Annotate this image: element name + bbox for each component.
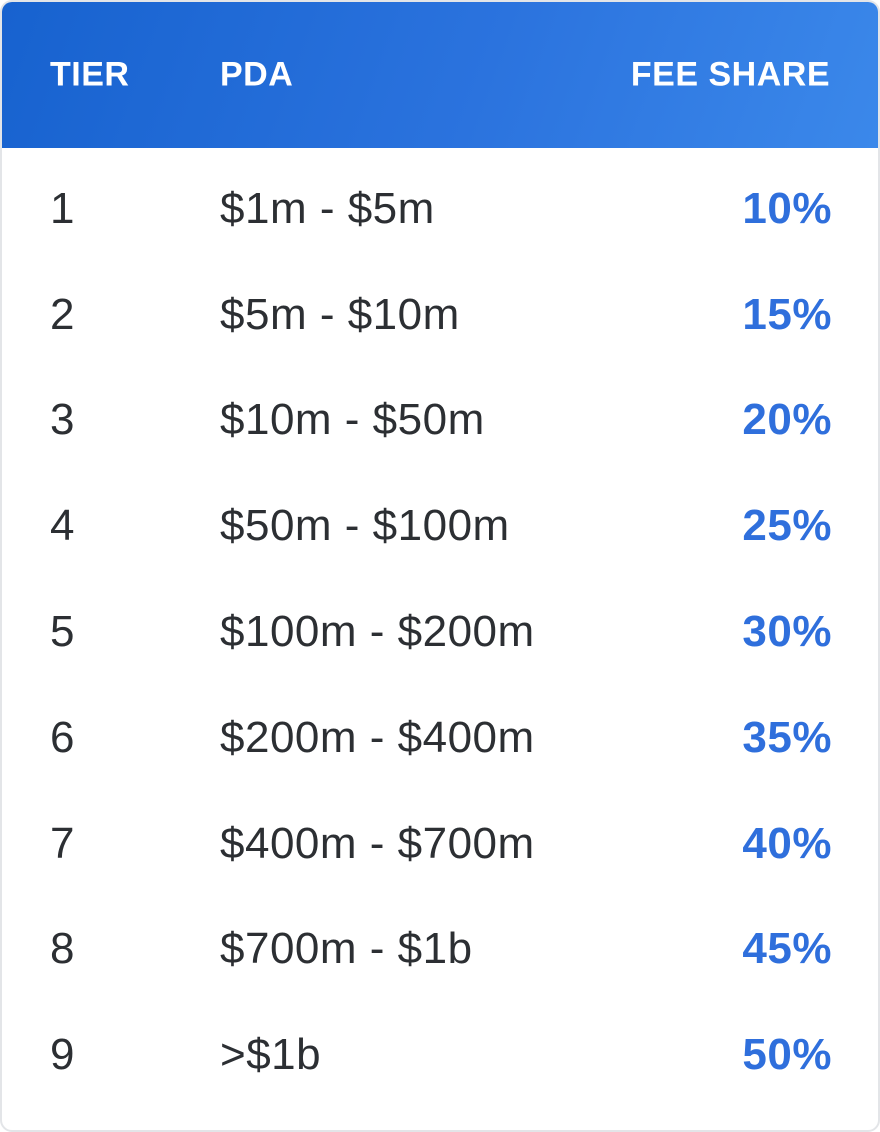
fee-share-cell: 30% [742,607,832,657]
pda-cell: $10m - $50m [220,395,485,445]
table-row: 6 $200m - $400m 35% [2,685,878,791]
tier-cell: 5 [50,607,75,657]
fee-share-cell: 20% [742,395,832,445]
fee-share-cell: 35% [742,712,832,762]
tier-cell: 8 [50,924,75,974]
tier-cell: 4 [50,501,75,551]
tier-cell: 9 [50,1030,75,1080]
fee-share-cell: 50% [742,1030,832,1080]
table-row: 1 $1m - $5m 10% [2,156,878,262]
table-row: 5 $100m - $200m 30% [2,579,878,685]
tier-cell: 3 [50,395,75,445]
fee-share-cell: 10% [742,183,832,233]
pda-cell: $1m - $5m [220,183,435,233]
tier-cell: 2 [50,289,75,339]
pda-cell: $400m - $700m [220,818,535,868]
table-row: 2 $5m - $10m 15% [2,262,878,368]
header-pda: PDA [220,55,294,94]
table-row: 8 $700m - $1b 45% [2,897,878,1003]
table-row: 7 $400m - $700m 40% [2,791,878,897]
table-row: 3 $10m - $50m 20% [2,368,878,474]
table-row: 9 >$1b 50% [2,1002,878,1108]
tier-cell: 6 [50,712,75,762]
tier-cell: 1 [50,183,75,233]
fee-share-cell: 40% [742,818,832,868]
pda-cell: $5m - $10m [220,289,460,339]
tier-cell: 7 [50,818,75,868]
table-body: 1 $1m - $5m 10% 2 $5m - $10m 15% 3 $10m … [2,156,878,1108]
header-fee-share: FEE SHARE [630,55,830,94]
fee-share-cell: 15% [742,289,832,339]
pda-cell: $50m - $100m [220,501,510,551]
fee-share-cell: 45% [742,924,832,974]
table-header: TIER PDA FEE SHARE [2,2,878,148]
pda-cell: $200m - $400m [220,712,535,762]
fee-share-cell: 25% [742,501,832,551]
header-tier: TIER [50,55,130,94]
pda-cell: $100m - $200m [220,607,535,657]
pda-cell: $700m - $1b [220,924,473,974]
table-row: 4 $50m - $100m 25% [2,473,878,579]
pda-cell: >$1b [220,1030,322,1080]
